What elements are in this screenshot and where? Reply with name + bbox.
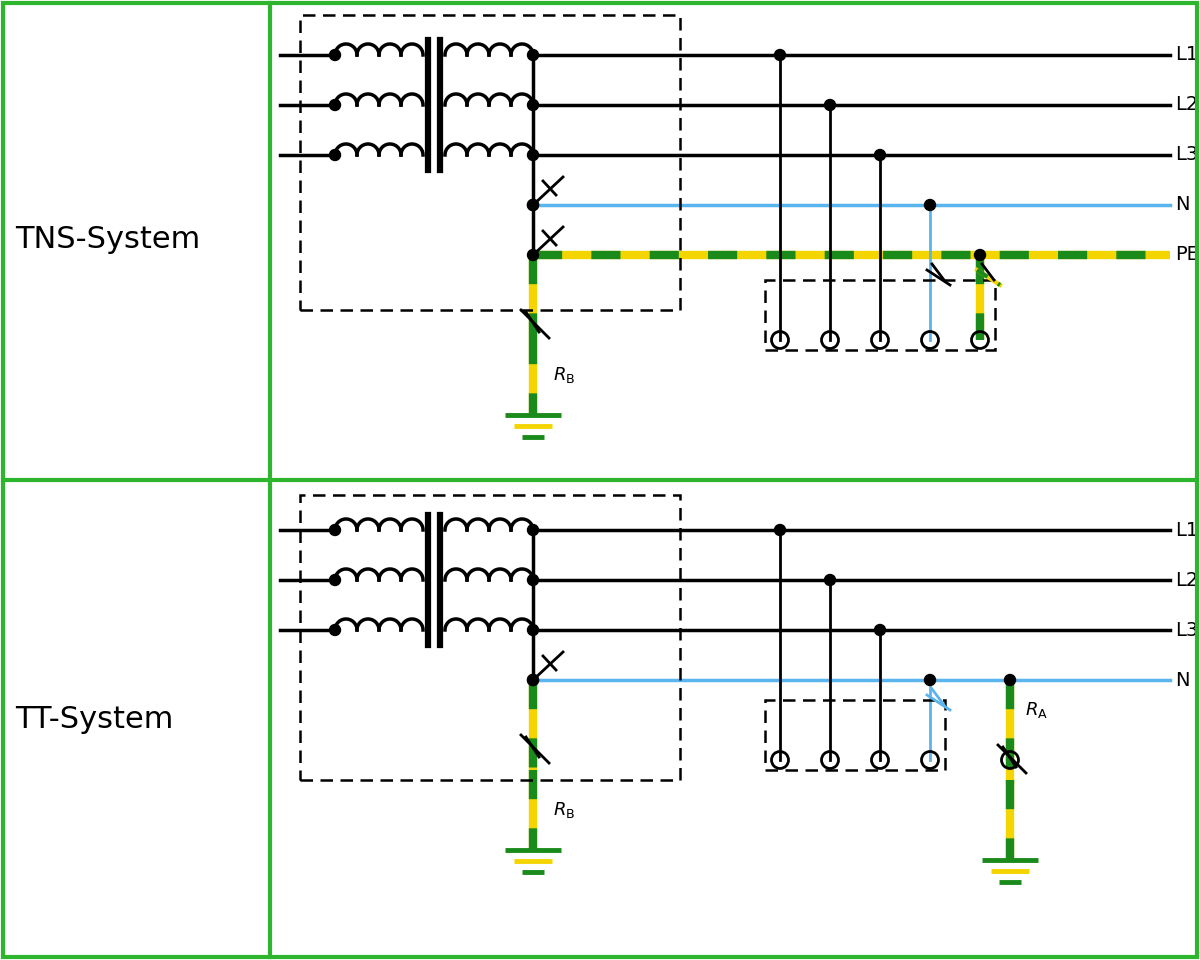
Circle shape — [774, 524, 786, 536]
Circle shape — [528, 675, 539, 685]
Circle shape — [528, 675, 539, 685]
Bar — [766, 280, 995, 350]
Text: L3: L3 — [1175, 146, 1199, 164]
Circle shape — [824, 574, 835, 586]
Circle shape — [528, 524, 539, 536]
Circle shape — [330, 524, 341, 536]
Bar — [300, 15, 680, 310]
Text: L2: L2 — [1175, 570, 1199, 589]
Text: L1: L1 — [1175, 45, 1199, 64]
Text: $R_\mathrm{B}$: $R_\mathrm{B}$ — [553, 365, 575, 385]
Text: TT-System: TT-System — [14, 706, 173, 734]
Circle shape — [330, 150, 341, 160]
Text: N: N — [1175, 196, 1189, 214]
Text: TNS-System: TNS-System — [14, 226, 200, 254]
Circle shape — [330, 574, 341, 586]
Text: N: N — [1175, 670, 1189, 689]
Circle shape — [528, 574, 539, 586]
Circle shape — [1004, 675, 1015, 685]
Circle shape — [330, 50, 341, 60]
Text: L2: L2 — [1175, 95, 1199, 114]
Bar — [300, 495, 680, 780]
Circle shape — [330, 100, 341, 110]
Circle shape — [875, 625, 886, 636]
Circle shape — [774, 50, 786, 60]
Circle shape — [924, 675, 936, 685]
Circle shape — [528, 200, 539, 210]
Text: $R_\mathrm{B}$: $R_\mathrm{B}$ — [553, 800, 575, 820]
Circle shape — [924, 200, 936, 210]
Text: PE: PE — [1175, 246, 1199, 265]
Circle shape — [528, 625, 539, 636]
Circle shape — [528, 250, 539, 260]
Text: $R_\mathrm{A}$: $R_\mathrm{A}$ — [1025, 700, 1048, 720]
Text: L1: L1 — [1175, 520, 1199, 540]
Circle shape — [528, 50, 539, 60]
Circle shape — [974, 250, 985, 260]
Text: L3: L3 — [1175, 620, 1199, 639]
Circle shape — [824, 100, 835, 110]
Bar — [766, 700, 946, 770]
Circle shape — [528, 200, 539, 210]
Circle shape — [528, 100, 539, 110]
Circle shape — [528, 150, 539, 160]
Circle shape — [875, 150, 886, 160]
Circle shape — [330, 625, 341, 636]
